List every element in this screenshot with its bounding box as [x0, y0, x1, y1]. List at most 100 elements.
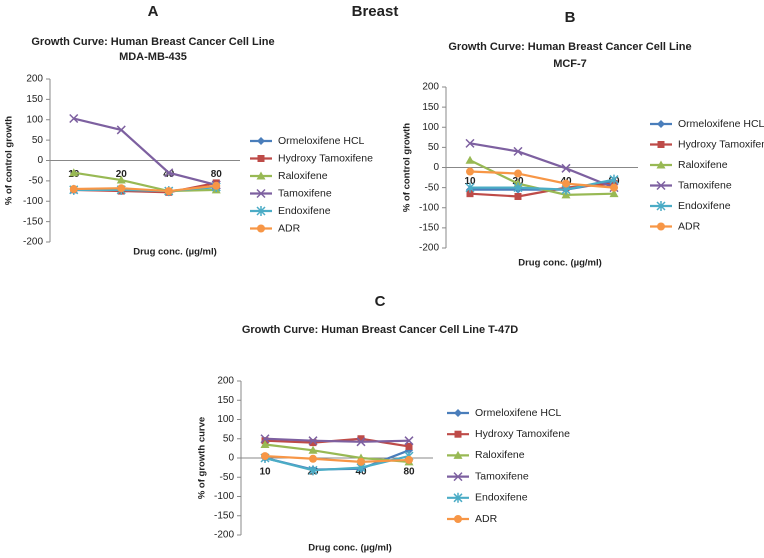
y-axis-label: % of control growth [4, 116, 15, 205]
series-line [264, 454, 410, 463]
x-tick-label: 10 [259, 467, 271, 478]
x-axis-label: Drug conc. (µg/ml) [133, 247, 217, 258]
marker [513, 182, 523, 193]
legend-label: Hydroxy Tamoxifene [278, 152, 373, 164]
series-line [264, 437, 410, 443]
y-tick-label: 150 [422, 102, 439, 113]
marker [405, 455, 413, 464]
marker [116, 125, 126, 135]
marker [610, 183, 618, 192]
marker [69, 113, 79, 124]
legend-marker [256, 188, 266, 199]
figure-title: Breast [352, 3, 399, 20]
x-tick-label: 10 [464, 176, 476, 187]
marker [357, 435, 365, 443]
y-tick-label: -150 [214, 510, 234, 521]
y-tick-label: -100 [419, 202, 439, 213]
marker [514, 169, 522, 178]
panel-letter: B [565, 9, 576, 26]
y-tick-label: -200 [23, 237, 43, 248]
y-tick-label: 200 [422, 82, 439, 93]
marker [405, 442, 413, 450]
y-tick-label: 200 [26, 74, 43, 85]
marker [69, 168, 79, 177]
y-tick-label: 50 [223, 433, 235, 444]
series-line [470, 178, 615, 191]
legend-marker [453, 472, 463, 482]
y-tick-label: -200 [214, 530, 234, 541]
y-tick-label: 50 [32, 135, 44, 146]
legend-marker [657, 222, 665, 231]
marker [466, 167, 474, 176]
chart-title: Growth Curve: Human Breast Cancer Cell L… [448, 41, 691, 53]
y-tick-label: -150 [419, 223, 439, 234]
y-tick-label: 200 [217, 376, 234, 387]
chart-subtitle: MDA-MB-435 [119, 51, 187, 63]
chart-title: Growth Curve: Human Breast Cancer Cell L… [242, 324, 518, 336]
marker [69, 185, 78, 194]
legend-label: Tamoxifene [678, 179, 732, 191]
y-tick-label: -150 [23, 216, 43, 227]
x-tick-label: 20 [116, 169, 128, 180]
legend-label: ADR [475, 513, 498, 525]
legend-label: Raloxifene [278, 170, 328, 182]
y-tick-label: -100 [214, 491, 234, 502]
series-line [469, 142, 615, 189]
y-tick-label: 0 [37, 155, 43, 166]
legend-label: ADR [678, 220, 701, 232]
legend-label: Endoxifene [278, 205, 331, 217]
marker [260, 440, 270, 449]
marker [609, 174, 619, 185]
legend-label: Ormeloxifene HCL [278, 135, 365, 147]
legend-marker [656, 160, 666, 169]
x-axis-label: Drug conc. (µg/ml) [518, 258, 602, 269]
x-tick-label: 40 [163, 169, 175, 180]
marker [308, 445, 318, 454]
x-tick-label: 80 [403, 467, 415, 478]
legend-label: Tamoxifene [278, 187, 332, 199]
marker [308, 465, 318, 476]
legend-marker [257, 137, 265, 145]
legend-label: Hydroxy Tamoxifene [475, 428, 570, 440]
y-tick-label: -50 [425, 182, 440, 193]
legend-label: Ormeloxifene HCL [475, 407, 562, 419]
y-tick-label: 100 [26, 114, 43, 125]
legend-marker [657, 141, 665, 148]
marker [164, 168, 174, 178]
panel-letter: C [375, 293, 386, 310]
legend-label: Raloxifene [678, 159, 728, 171]
marker [562, 179, 570, 188]
legend-label: Raloxifene [475, 449, 525, 461]
legend-marker [454, 515, 462, 523]
legend-marker [454, 430, 462, 438]
marker [164, 187, 173, 196]
legend-label: Endoxifene [475, 492, 528, 504]
legend-label: ADR [278, 222, 301, 234]
y-tick-label: -50 [220, 472, 235, 483]
y-tick-label: 100 [217, 414, 234, 425]
y-tick-label: -200 [419, 243, 439, 254]
legend-label: Ormeloxifene HCL [678, 118, 764, 130]
chart-subtitle: MCF-7 [553, 58, 587, 70]
legend-marker [656, 180, 666, 191]
marker [357, 457, 365, 466]
y-tick-label: 100 [422, 122, 439, 133]
legend-label: Hydroxy Tamoxifene [678, 138, 764, 150]
marker [212, 181, 221, 190]
marker [260, 434, 270, 444]
panel-letter: A [148, 3, 159, 20]
legend-marker [453, 492, 463, 503]
y-tick-label: -50 [29, 176, 44, 187]
series-line [73, 171, 217, 193]
chart-title: Growth Curve: Human Breast Cancer Cell L… [31, 36, 274, 48]
marker [261, 452, 269, 461]
marker [561, 163, 571, 173]
y-tick-label: 0 [433, 162, 439, 173]
legend-marker [454, 409, 462, 417]
marker [309, 439, 317, 447]
marker [308, 436, 318, 446]
marker [513, 146, 523, 156]
marker [609, 189, 619, 198]
y-tick-label: -100 [23, 196, 43, 207]
